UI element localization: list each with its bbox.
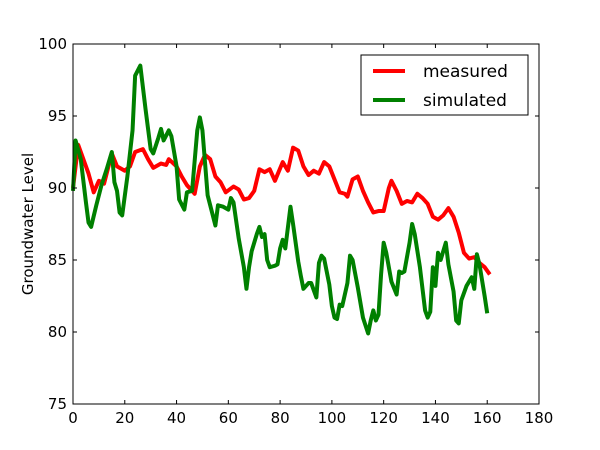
y-tick-label: 85 (48, 251, 67, 269)
x-tick-label: 100 (318, 409, 347, 427)
x-tick-label: 140 (421, 409, 450, 427)
x-tick-label: 160 (473, 409, 502, 427)
y-axis-label: Groundwater Level (19, 153, 37, 295)
x-tick-label: 40 (167, 409, 186, 427)
plot-frame (72, 43, 540, 405)
legend: measured simulated (360, 54, 529, 116)
data-line (71, 63, 490, 336)
x-tick-label: 20 (115, 409, 134, 427)
legend-label: measured (423, 62, 508, 82)
data-line (71, 142, 492, 276)
legend-label: simulated (423, 91, 507, 111)
y-tick-label: 90 (48, 179, 67, 197)
y-tick-label: 80 (48, 323, 67, 341)
x-tick-label: 180 (525, 409, 554, 427)
legend-box (360, 54, 529, 116)
x-tick-label: 120 (369, 409, 398, 427)
y-tick-label: 95 (48, 107, 67, 125)
x-tick-label: 60 (219, 409, 238, 427)
y-tick-label: 75 (48, 395, 67, 413)
x-tick-label: 80 (271, 409, 290, 427)
x-tick-label: 0 (68, 409, 78, 427)
y-tick-label: 100 (38, 35, 67, 53)
